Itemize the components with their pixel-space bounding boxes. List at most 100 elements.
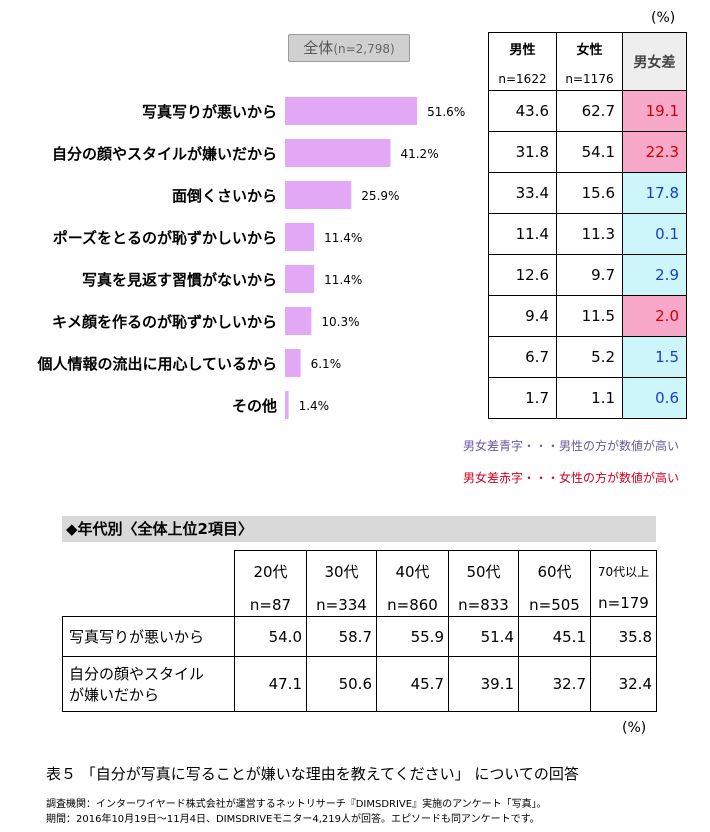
male-value: 31.8 xyxy=(488,131,557,173)
age-table-corner xyxy=(62,550,235,617)
age-col-n: n=833 xyxy=(458,596,509,614)
age-row: 写真写りが悪いから 54.0 58.7 55.9 51.4 45.1 35.8 xyxy=(62,616,657,657)
age-col-n: n=860 xyxy=(387,596,438,614)
male-n: n=1622 xyxy=(498,72,547,86)
gender-table-row: 31.8 54.1 22.3 xyxy=(488,131,687,173)
bar xyxy=(285,97,418,125)
source-note: 期間：2016年10月19日～11月4日、DIMSDRIVEモニター4,219人… xyxy=(46,814,540,825)
age-col-label: 30代 xyxy=(324,563,359,581)
age-col-label: 40代 xyxy=(395,563,430,581)
diff-value: 19.1 xyxy=(622,90,687,132)
source-note: 調査機関：インターワイヤード株式会社が運営するネットリサーチ『DIMSDRIVE… xyxy=(46,799,547,810)
age-row-label-line: が嫌いだから xyxy=(69,686,160,704)
bar xyxy=(285,139,391,167)
gender-table-body: 43.6 62.7 19.1 31.8 54.1 22.3 33.4 15.6 17.8 11.4… xyxy=(488,90,687,419)
bar-value-label: 10.3% xyxy=(321,315,359,329)
bar xyxy=(285,391,289,419)
overall-label: 全体(n=2,798) xyxy=(288,34,410,62)
gender-table-row: 12.6 9.7 2.9 xyxy=(488,254,687,296)
female-value: 5.2 xyxy=(556,336,623,378)
bar-value-label: 11.4% xyxy=(324,231,362,245)
age-col-header: 50代 n=833 xyxy=(448,550,519,617)
gender-table-header-row: 男性 n=1622 女性 n=1176 男女差 xyxy=(488,32,687,91)
bar xyxy=(285,349,301,377)
gender-table-row: 33.4 15.6 17.8 xyxy=(488,172,687,214)
diff-header: 男女差 xyxy=(622,32,687,91)
male-value: 43.6 xyxy=(488,90,557,132)
male-value: 33.4 xyxy=(488,172,557,214)
gender-table-row: 1.7 1.1 0.6 xyxy=(488,377,687,419)
category-label: 写真写りが悪いから xyxy=(142,103,277,121)
age-col-label: 20代 xyxy=(253,563,288,581)
gender-table-row: 43.6 62.7 19.1 xyxy=(488,90,687,132)
age-cell: 50.6 xyxy=(306,656,377,712)
female-value: 54.1 xyxy=(556,131,623,173)
bar xyxy=(285,307,312,335)
male-value: 12.6 xyxy=(488,254,557,296)
age-section-heading: ◆年代別〈全体上位2項目〉 xyxy=(62,516,656,542)
age-col-label: 60代 xyxy=(537,563,572,581)
age-col-n: n=179 xyxy=(598,594,649,612)
age-col-header: 60代 n=505 xyxy=(518,550,591,617)
age-cell: 55.9 xyxy=(376,616,449,657)
overall-label-text: 全体 xyxy=(303,39,334,57)
diff-value: 17.8 xyxy=(622,172,687,214)
diff-value: 1.5 xyxy=(622,336,687,378)
age-cell: 39.1 xyxy=(448,656,519,712)
male-value: 11.4 xyxy=(488,213,557,255)
female-value: 62.7 xyxy=(556,90,623,132)
age-col-header: 20代 n=87 xyxy=(234,550,307,617)
bar-value-label: 1.4% xyxy=(299,399,330,413)
age-col-n: n=334 xyxy=(316,596,367,614)
legend-red-note: 男女差赤字・・・女性の方が数値が高い xyxy=(463,471,680,485)
category-label: ポーズをとるのが恥ずかしいから xyxy=(53,229,277,247)
bar-chart: 写真写りが悪いから 51.6% 自分の顔やスタイルが嫌いだから 41.2% 面倒くさいか… xyxy=(36,97,465,419)
age-col-label: 70代以上 xyxy=(597,565,650,579)
bar xyxy=(285,223,315,251)
male-value: 1.7 xyxy=(488,377,557,419)
gender-table: 男性 n=1622 女性 n=1176 男女差 43.6 62.7 19.1 31.8… xyxy=(488,32,687,419)
age-table: 20代 n=87 30代 n=334 40代 n=860 50代 n=833 60代 n=… xyxy=(62,550,657,712)
unit-label-age: (%) xyxy=(622,720,647,736)
male-value: 9.4 xyxy=(488,295,557,337)
diff-value: 22.3 xyxy=(622,131,687,173)
age-col-header: 40代 n=860 xyxy=(376,550,449,617)
age-cell: 35.8 xyxy=(590,616,657,657)
diff-value: 2.0 xyxy=(622,295,687,337)
category-label: 面倒くさいから xyxy=(172,187,277,205)
overall-n: (n=2,798) xyxy=(333,42,395,56)
bar-value-label: 11.4% xyxy=(324,273,362,287)
bar-value-label: 51.6% xyxy=(427,105,465,119)
category-label: その他 xyxy=(232,397,277,415)
female-n: n=1176 xyxy=(565,72,614,86)
bar-value-label: 6.1% xyxy=(311,357,342,371)
age-col-n: n=505 xyxy=(529,596,580,614)
age-col-header: 70代以上 n=179 xyxy=(590,550,657,617)
diff-value: 0.6 xyxy=(622,377,687,419)
age-table-header-row: 20代 n=87 30代 n=334 40代 n=860 50代 n=833 60代 n=… xyxy=(62,550,657,617)
female-value: 11.5 xyxy=(556,295,623,337)
category-label: 自分の顔やスタイルが嫌いだから xyxy=(52,145,277,163)
bar xyxy=(285,265,315,293)
gender-table-row: 9.4 11.5 2.0 xyxy=(488,295,687,337)
category-label: 個人情報の流出に用心しているから xyxy=(36,355,277,373)
diff-value: 0.1 xyxy=(622,213,687,255)
male-header-label: 男性 xyxy=(509,43,536,58)
female-header: 女性 n=1176 xyxy=(556,32,623,91)
age-cell: 32.7 xyxy=(518,656,591,712)
female-value: 15.6 xyxy=(556,172,623,214)
gender-table-row: 11.4 11.3 0.1 xyxy=(488,213,687,255)
bar xyxy=(285,181,352,209)
legend-blue-note: 男女差青字・・・男性の方が数値が高い xyxy=(463,439,680,453)
age-row: 自分の顔やスタイル が嫌いだから 47.1 50.6 45.7 39.1 32.… xyxy=(62,656,657,712)
age-col-n: n=87 xyxy=(249,596,292,614)
age-cell: 51.4 xyxy=(448,616,519,657)
age-row-label: 写真写りが悪いから xyxy=(62,616,235,657)
female-header-label: 女性 xyxy=(576,43,603,58)
bar-value-label: 41.2% xyxy=(400,147,438,161)
female-value: 11.3 xyxy=(556,213,623,255)
age-row-label: 自分の顔やスタイル が嫌いだから xyxy=(62,656,235,712)
unit-label-top: (%) xyxy=(651,10,676,26)
gender-table-row: 6.7 5.2 1.5 xyxy=(488,336,687,378)
category-label: キメ顔を作るのが恥ずかしいから xyxy=(52,313,277,331)
